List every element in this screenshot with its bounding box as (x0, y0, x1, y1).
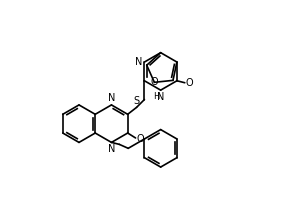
Text: N: N (108, 144, 115, 154)
Text: O: O (186, 78, 194, 88)
Text: N: N (108, 93, 115, 103)
Text: N: N (135, 57, 142, 67)
Text: O: O (151, 77, 158, 87)
Text: S: S (134, 96, 140, 106)
Text: H: H (153, 92, 160, 101)
Text: O: O (136, 134, 144, 144)
Text: N: N (157, 92, 164, 102)
